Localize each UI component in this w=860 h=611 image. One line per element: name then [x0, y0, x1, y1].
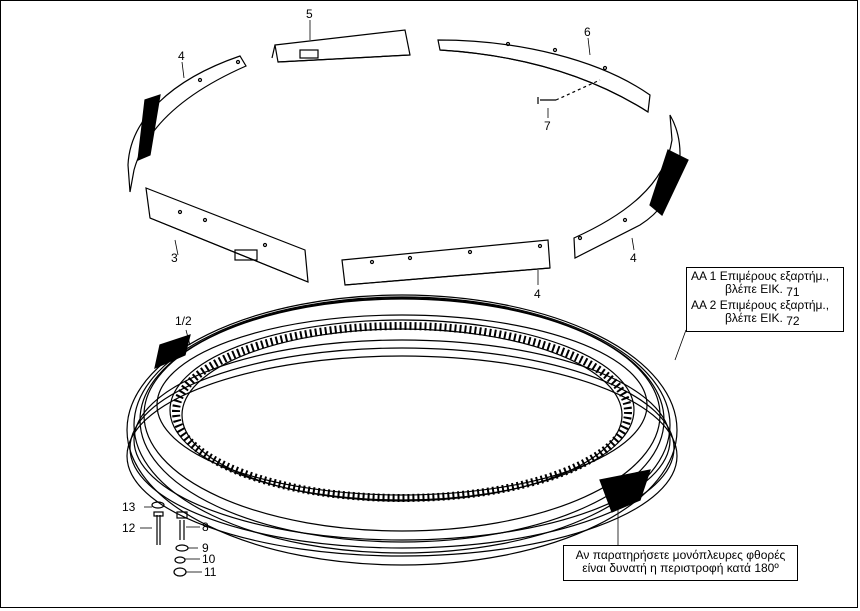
- segment-4-lower: [341, 239, 551, 286]
- note-aa-line3: AA 2 Επιμέρους εξαρτήμ.,: [691, 298, 830, 312]
- callout-4-lower: 4: [534, 287, 541, 301]
- leader-lines: [140, 20, 687, 573]
- segment-5: [271, 29, 411, 63]
- callout-1-2: 1/2: [175, 314, 192, 328]
- note-aa-line4: βλέπε ΕΙΚ. 72: [725, 311, 800, 328]
- rotation-note-line1: Αν παρατηρήσετε μονόπλευρες φθορές: [575, 548, 786, 562]
- callout-11: 11: [204, 565, 217, 579]
- rotation-note-line2: είναι δυνατή η περιστροφή κατά 180º: [582, 561, 779, 575]
- rotation-note: Αν παρατηρήσετε μονόπλευρες φθορές είναι…: [563, 545, 798, 581]
- main-ring: [126, 294, 678, 566]
- callout-5: 5: [306, 7, 313, 21]
- callout-8: 8: [202, 520, 209, 534]
- note-aa-line2: βλέπε ΕΙΚ. 71: [725, 282, 800, 299]
- callout-12: 12: [122, 521, 136, 535]
- callout-7: 7: [544, 119, 551, 133]
- callout-9: 9: [202, 541, 209, 555]
- callout-6: 6: [584, 25, 591, 39]
- callout-3: 3: [171, 251, 178, 265]
- bolt-7: [537, 79, 601, 104]
- assembly-reference-note: AA 1 Επιμέρους εξαρτήμ., βλέπε ΕΙΚ. 71 A…: [686, 267, 844, 332]
- segment-4-right: [573, 114, 689, 259]
- callout-13: 13: [122, 500, 136, 514]
- segment-3: [145, 187, 309, 283]
- callout-4-right: 4: [630, 251, 637, 265]
- segment-6: [437, 39, 651, 114]
- note-aa-line1: AA 1 Επιμέρους εξαρτήμ.,: [691, 269, 830, 283]
- callout-10: 10: [202, 552, 216, 566]
- hardware-set: [151, 501, 189, 577]
- segment-4-upper: [127, 55, 247, 193]
- callout-4-upper: 4: [178, 49, 185, 63]
